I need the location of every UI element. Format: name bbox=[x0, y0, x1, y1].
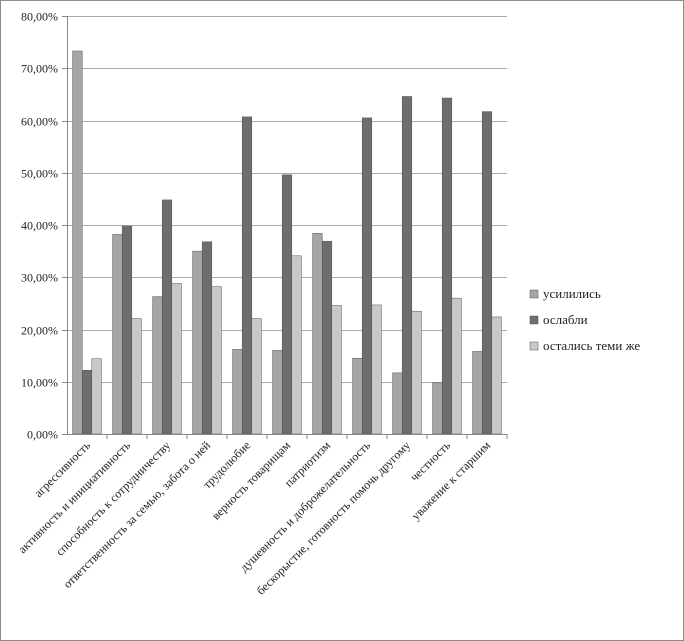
bar-1-11 bbox=[472, 351, 483, 435]
bar-3-10 bbox=[451, 297, 462, 435]
bars bbox=[72, 50, 502, 435]
legend-swatch-3 bbox=[529, 341, 539, 351]
bar-2-8 bbox=[361, 117, 373, 435]
bar-2-11 bbox=[481, 111, 493, 435]
bar-2-2 bbox=[121, 225, 133, 435]
y-tick-label: 20,00% bbox=[21, 324, 58, 338]
bar-1-2 bbox=[112, 234, 123, 435]
y-tick-label: 0,00% bbox=[27, 428, 58, 442]
y-tick-label: 80,00% bbox=[21, 10, 58, 24]
bar-1-6 bbox=[272, 350, 283, 435]
y-tick-label: 50,00% bbox=[21, 167, 58, 181]
legend-label-3: остались теми же bbox=[543, 338, 640, 353]
legend: усилились ослабли остались теми же bbox=[529, 286, 640, 353]
bar-2-5 bbox=[241, 116, 253, 435]
bar-3-8 bbox=[371, 304, 382, 435]
legend-swatch-2 bbox=[529, 315, 539, 325]
bar-3-1 bbox=[91, 358, 102, 435]
bar-2-7 bbox=[321, 240, 333, 435]
bar-2-10 bbox=[441, 97, 453, 435]
bar-1-4 bbox=[192, 250, 203, 435]
axes bbox=[62, 16, 508, 439]
bar-1-9 bbox=[392, 372, 403, 435]
bar-3-5 bbox=[251, 318, 262, 435]
bar-1-7 bbox=[312, 233, 323, 435]
y-tick-label: 70,00% bbox=[21, 62, 58, 76]
y-tick-label: 60,00% bbox=[21, 115, 58, 129]
bar-2-1 bbox=[81, 370, 93, 435]
bar-3-6 bbox=[291, 255, 302, 435]
bar-2-3 bbox=[161, 199, 173, 435]
bar-3-2 bbox=[131, 318, 142, 435]
bar-2-9 bbox=[401, 96, 413, 435]
bar-1-10 bbox=[432, 382, 443, 435]
legend-label-2: ослабли bbox=[543, 312, 588, 327]
bar-3-4 bbox=[211, 286, 222, 435]
bar-1-3 bbox=[152, 296, 163, 435]
bar-3-9 bbox=[411, 310, 422, 435]
bar-3-11 bbox=[491, 316, 502, 435]
y-tick-label: 40,00% bbox=[21, 219, 58, 233]
y-tick-labels: 0,00% 10,00% 20,00% 30,00% 40,00% 50,00% 60,00… bbox=[21, 10, 58, 442]
bar-1-1 bbox=[72, 50, 83, 435]
bar-1-8 bbox=[352, 357, 363, 435]
y-tick-label: 30,00% bbox=[21, 271, 58, 285]
legend-swatch-1 bbox=[529, 289, 539, 299]
bar-2-6 bbox=[281, 174, 293, 435]
y-tick-label: 10,00% bbox=[21, 376, 58, 390]
x-tick-label: ответственность за семью, забота о ней bbox=[60, 438, 213, 591]
bar-3-7 bbox=[331, 305, 342, 435]
legend-label-1: усилились bbox=[543, 286, 601, 301]
x-tick-label: уважение к старшим bbox=[409, 438, 494, 523]
bar-2-4 bbox=[201, 241, 213, 435]
bar-3-3 bbox=[171, 283, 182, 435]
bar-1-5 bbox=[232, 349, 243, 435]
